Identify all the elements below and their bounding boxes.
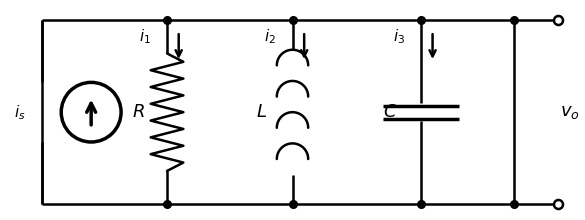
Text: $R$: $R$ <box>132 103 145 121</box>
Text: $i_2$: $i_2$ <box>264 28 276 46</box>
Text: $i_1$: $i_1$ <box>139 28 152 46</box>
Text: $C$: $C$ <box>383 103 398 121</box>
Text: $i_s$: $i_s$ <box>13 103 25 121</box>
Text: $L$: $L$ <box>256 103 267 121</box>
Text: $i_3$: $i_3$ <box>393 28 405 46</box>
Text: $v_o$: $v_o$ <box>560 103 580 121</box>
